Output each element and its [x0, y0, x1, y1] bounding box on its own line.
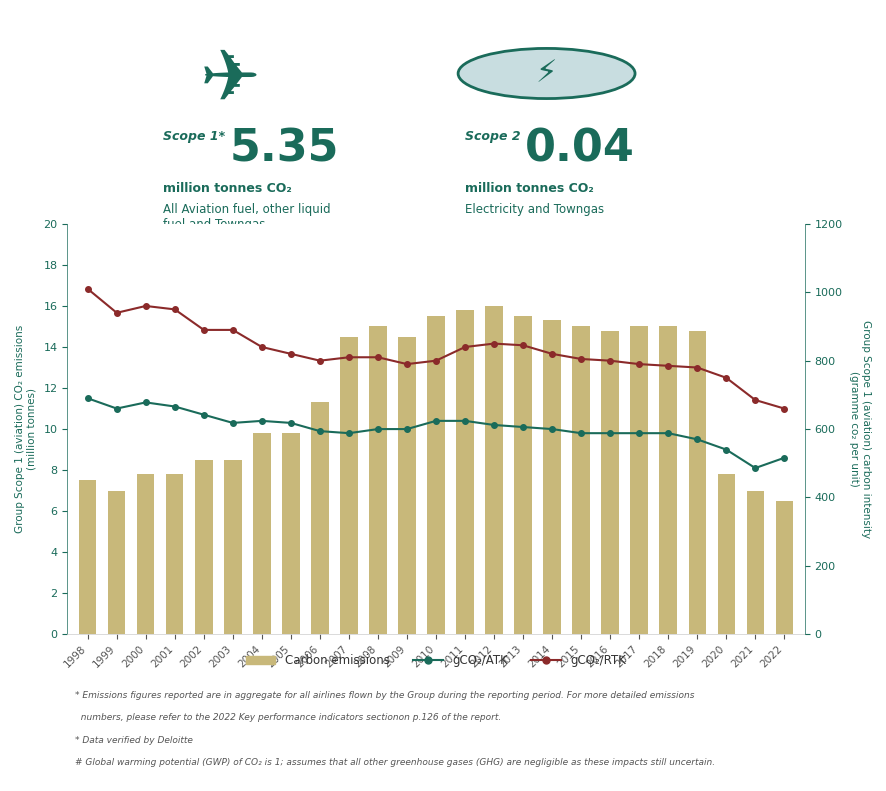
Text: Electricity and Towngas: Electricity and Towngas: [465, 203, 604, 216]
gCO₂/ATK: [401, 424, 412, 433]
Line: gCO₂/RTK: gCO₂/RTK: [85, 286, 787, 411]
Bar: [79, 480, 97, 634]
Bar: [631, 327, 648, 634]
gCO₂/ATK: [169, 402, 180, 411]
gCO₂/ATK: [373, 424, 384, 433]
gCO₂/RTK: [82, 284, 93, 293]
Bar: [486, 306, 502, 634]
Bar: [369, 327, 386, 634]
gCO₂/RTK: [141, 301, 152, 311]
gCO₂/RTK: [431, 356, 441, 365]
Text: 0.04: 0.04: [525, 128, 634, 171]
gCO₂/ATK: [228, 418, 238, 428]
Text: numbers, please refer to the 2022 Key performance indicators sectionon p.126 of : numbers, please refer to the 2022 Key pe…: [74, 713, 501, 722]
Bar: [572, 327, 590, 634]
Text: * Data verified by Deloitte: * Data verified by Deloitte: [74, 736, 192, 744]
gCO₂/ATK: [605, 429, 616, 438]
gCO₂/RTK: [721, 373, 732, 383]
Bar: [543, 320, 561, 634]
Bar: [282, 433, 299, 634]
Text: ✈: ✈: [199, 47, 260, 115]
Bar: [340, 337, 358, 634]
gCO₂/ATK: [431, 416, 441, 426]
gCO₂/RTK: [663, 361, 673, 370]
gCO₂/ATK: [692, 434, 703, 444]
gCO₂/RTK: [344, 353, 354, 362]
gCO₂/ATK: [285, 418, 296, 428]
gCO₂/ATK: [141, 398, 152, 407]
gCO₂/RTK: [633, 359, 644, 369]
gCO₂/ATK: [257, 416, 268, 426]
gCO₂/ATK: [82, 394, 93, 403]
gCO₂/RTK: [401, 359, 412, 369]
Text: ⚡: ⚡: [536, 59, 557, 88]
gCO₂/RTK: [779, 404, 789, 414]
gCO₂/RTK: [257, 343, 268, 352]
Bar: [456, 310, 474, 634]
gCO₂/ATK: [460, 416, 470, 426]
gCO₂/ATK: [721, 445, 732, 454]
Bar: [659, 327, 677, 634]
Bar: [747, 490, 764, 634]
gCO₂/RTK: [315, 356, 325, 365]
Bar: [108, 490, 126, 634]
gCO₂/RTK: [169, 305, 180, 314]
Text: All Aviation fuel, other liquid
fuel and Towngas: All Aviation fuel, other liquid fuel and…: [163, 203, 330, 231]
gCO₂/ATK: [750, 464, 760, 473]
gCO₂/RTK: [605, 356, 616, 365]
gCO₂/ATK: [315, 426, 325, 436]
Bar: [195, 460, 213, 634]
gCO₂/ATK: [517, 422, 528, 432]
Text: Scope 2: Scope 2: [465, 130, 521, 143]
gCO₂/ATK: [198, 410, 209, 419]
gCO₂/ATK: [633, 429, 644, 438]
Bar: [311, 403, 329, 634]
gCO₂/ATK: [663, 429, 673, 438]
Text: # Global warming potential (GWP) of CO₂ is 1; assumes that all other greenhouse : # Global warming potential (GWP) of CO₂ …: [74, 758, 715, 767]
gCO₂/RTK: [373, 353, 384, 362]
gCO₂/RTK: [198, 325, 209, 335]
Bar: [137, 475, 154, 634]
Text: Scope 1*: Scope 1*: [163, 130, 225, 143]
gCO₂/RTK: [517, 341, 528, 350]
Text: million tonnes CO₂: million tonnes CO₂: [465, 182, 595, 195]
Line: gCO₂/ATK: gCO₂/ATK: [85, 396, 787, 471]
gCO₂/RTK: [547, 349, 557, 358]
gCO₂/RTK: [489, 339, 500, 348]
gCO₂/RTK: [285, 349, 296, 358]
gCO₂/RTK: [750, 396, 760, 405]
gCO₂/ATK: [576, 429, 587, 438]
Bar: [166, 475, 183, 634]
gCO₂/ATK: [779, 453, 789, 463]
Text: Carbon emissions#: Carbon emissions#: [74, 234, 254, 252]
Bar: [718, 475, 735, 634]
Text: million tonnes CO₂: million tonnes CO₂: [163, 182, 292, 195]
gCO₂/RTK: [460, 343, 470, 352]
Y-axis label: Group Scope 1 (aviation) carbon intensity
(gramme co₂ per unit): Group Scope 1 (aviation) carbon intensit…: [850, 320, 871, 538]
Bar: [775, 501, 793, 634]
Circle shape: [458, 48, 635, 99]
gCO₂/RTK: [576, 354, 587, 364]
gCO₂/RTK: [692, 363, 703, 373]
Bar: [427, 316, 445, 634]
Bar: [688, 331, 706, 634]
Text: * Emissions figures reported are in aggregate for all airlines flown by the Grou: * Emissions figures reported are in aggr…: [74, 691, 695, 700]
Bar: [602, 331, 618, 634]
Legend: Carbon emissions, gCO₂/ATK, gCO₂/RTK: Carbon emissions, gCO₂/ATK, gCO₂/RTK: [241, 649, 631, 672]
Bar: [224, 460, 242, 634]
Text: 5.35: 5.35: [229, 128, 339, 171]
Bar: [515, 316, 532, 634]
gCO₂/RTK: [112, 308, 122, 317]
gCO₂/ATK: [547, 424, 557, 433]
Bar: [399, 337, 416, 634]
Y-axis label: Group Scope 1 (aviation) CO₂ emissions
(million tonnes): Group Scope 1 (aviation) CO₂ emissions (…: [15, 325, 36, 533]
Bar: [253, 433, 270, 634]
gCO₂/ATK: [112, 404, 122, 414]
gCO₂/ATK: [344, 429, 354, 438]
gCO₂/RTK: [228, 325, 238, 335]
gCO₂/ATK: [489, 420, 500, 430]
